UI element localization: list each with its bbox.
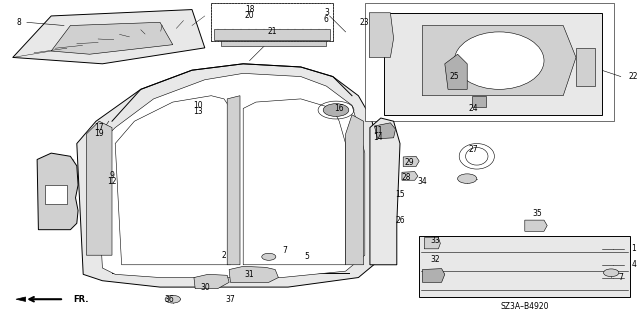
Polygon shape (402, 172, 418, 180)
Polygon shape (229, 266, 278, 282)
Polygon shape (472, 96, 486, 107)
Text: 20: 20 (244, 11, 255, 20)
Polygon shape (374, 123, 396, 139)
Text: 14: 14 (372, 133, 383, 142)
Text: 26: 26 (395, 216, 405, 225)
Polygon shape (115, 96, 230, 265)
Text: SZ3A–B4920: SZ3A–B4920 (500, 302, 549, 311)
Text: 23: 23 (360, 18, 370, 27)
Text: 22: 22 (629, 72, 638, 81)
Polygon shape (37, 153, 78, 230)
Text: 7: 7 (282, 246, 287, 255)
Circle shape (262, 253, 276, 260)
Text: 11: 11 (373, 126, 382, 135)
Polygon shape (243, 99, 346, 265)
Text: FR.: FR. (74, 295, 89, 304)
Text: 29: 29 (404, 158, 415, 167)
Polygon shape (51, 22, 173, 54)
Polygon shape (346, 115, 364, 265)
Polygon shape (576, 48, 595, 86)
Polygon shape (384, 13, 602, 115)
Text: 1: 1 (631, 244, 636, 253)
Text: 12: 12 (108, 177, 116, 186)
Polygon shape (214, 29, 330, 40)
Polygon shape (227, 96, 240, 265)
Text: 10: 10 (193, 101, 204, 110)
Text: 31: 31 (244, 270, 255, 279)
Text: 15: 15 (395, 190, 405, 199)
Polygon shape (370, 118, 400, 265)
FancyArrowPatch shape (29, 297, 61, 301)
Text: 24: 24 (468, 104, 479, 113)
Polygon shape (445, 54, 467, 89)
Text: 8: 8 (17, 18, 22, 27)
Text: 4: 4 (631, 260, 636, 269)
Polygon shape (16, 297, 26, 301)
Polygon shape (525, 220, 547, 231)
Text: 37: 37 (225, 295, 236, 304)
Text: 35: 35 (532, 209, 543, 218)
Circle shape (165, 295, 180, 303)
Text: 7: 7 (618, 273, 623, 282)
Polygon shape (45, 185, 67, 204)
Circle shape (604, 269, 619, 277)
Polygon shape (365, 3, 614, 121)
Polygon shape (194, 274, 229, 289)
Polygon shape (419, 236, 630, 297)
Polygon shape (211, 3, 333, 41)
Polygon shape (403, 156, 419, 167)
Polygon shape (369, 13, 394, 57)
Circle shape (323, 104, 349, 116)
Polygon shape (422, 269, 445, 282)
Text: 25: 25 (449, 72, 460, 81)
Text: 19: 19 (94, 130, 104, 138)
Polygon shape (13, 10, 205, 64)
Text: 18: 18 (245, 5, 254, 14)
Polygon shape (86, 121, 112, 255)
Text: 2: 2 (221, 251, 227, 260)
Text: 3: 3 (324, 8, 329, 17)
Polygon shape (221, 41, 326, 46)
Text: 30: 30 (200, 283, 210, 292)
Text: 16: 16 (334, 104, 344, 113)
Text: 36: 36 (164, 295, 175, 304)
Text: 9: 9 (109, 171, 115, 180)
Text: 32: 32 (430, 256, 440, 264)
Text: 13: 13 (193, 107, 204, 116)
Text: 28: 28 (402, 173, 411, 182)
Text: 27: 27 (468, 145, 479, 154)
Polygon shape (96, 73, 365, 278)
Polygon shape (77, 64, 378, 287)
Text: 5: 5 (305, 252, 310, 261)
Text: 33: 33 (430, 236, 440, 245)
Text: 21: 21 (268, 27, 276, 36)
Circle shape (458, 174, 477, 183)
Polygon shape (424, 238, 440, 249)
Ellipse shape (454, 32, 544, 89)
Text: 34: 34 (417, 177, 428, 186)
Polygon shape (422, 26, 576, 96)
Text: 6: 6 (324, 15, 329, 24)
Text: 17: 17 (94, 123, 104, 132)
